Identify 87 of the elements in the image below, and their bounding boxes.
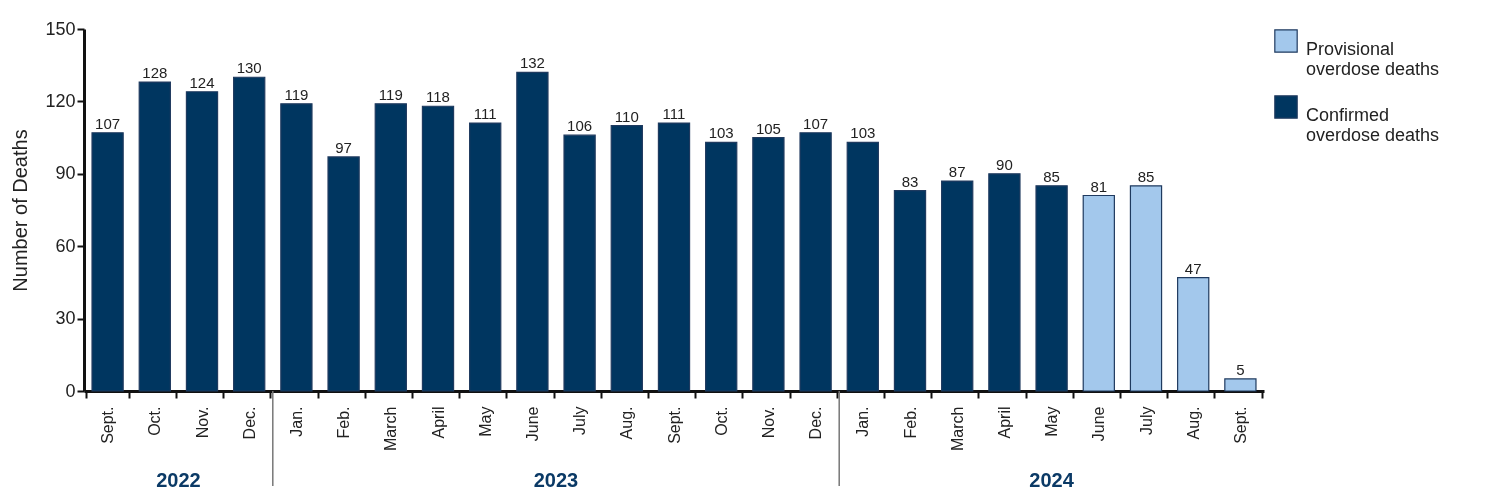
data-label: 107 bbox=[803, 114, 829, 132]
bar bbox=[138, 81, 171, 392]
bar bbox=[1224, 378, 1257, 392]
data-label: 130 bbox=[236, 59, 262, 77]
y-tick-label: 0 bbox=[65, 380, 76, 401]
y-tick-label: 120 bbox=[45, 90, 76, 111]
x-tick-label: March bbox=[382, 406, 400, 451]
data-label: 97 bbox=[335, 138, 352, 156]
bar bbox=[185, 91, 219, 392]
x-tick-label: Dec. bbox=[240, 406, 258, 440]
x-tick-label: May bbox=[476, 406, 494, 437]
x-tick-label: Nov. bbox=[193, 406, 211, 439]
bar bbox=[516, 71, 549, 392]
data-label: 111 bbox=[473, 105, 497, 123]
x-tick-label: April bbox=[995, 406, 1013, 439]
data-label: 119 bbox=[378, 85, 403, 103]
bar bbox=[705, 141, 738, 392]
data-label: 119 bbox=[284, 85, 309, 103]
data-label: 103 bbox=[850, 124, 876, 142]
x-tick-label: July bbox=[571, 406, 589, 435]
x-tick-label: Dec. bbox=[807, 406, 825, 440]
bar bbox=[893, 190, 927, 392]
x-tick-label: Feb. bbox=[335, 406, 353, 439]
x-tick-label: Nov. bbox=[759, 406, 777, 439]
data-label: 87 bbox=[948, 163, 966, 181]
data-label: 90 bbox=[996, 155, 1013, 173]
data-label: 118 bbox=[426, 88, 450, 106]
x-tick-label: March bbox=[948, 406, 966, 451]
bar bbox=[1082, 194, 1115, 392]
x-tick-label: May bbox=[1043, 406, 1061, 437]
text: 2024 bbox=[1029, 469, 1075, 488]
text: 2022 bbox=[156, 469, 201, 488]
x-tick-label: Jan. bbox=[854, 406, 872, 437]
bar bbox=[1035, 185, 1068, 392]
data-label: 106 bbox=[567, 117, 593, 135]
bar bbox=[1129, 185, 1163, 392]
bar bbox=[657, 122, 691, 392]
bar bbox=[1177, 276, 1210, 392]
x-tick-label: Aug. bbox=[618, 406, 636, 440]
legend-label: Confirmed overdose deaths bbox=[1306, 105, 1440, 145]
x-tick-label: April bbox=[429, 406, 447, 439]
y-tick-label: 30 bbox=[55, 308, 76, 329]
data-label: 47 bbox=[1184, 259, 1202, 277]
bar bbox=[374, 103, 407, 392]
bar bbox=[941, 180, 974, 392]
data-label: 124 bbox=[189, 73, 215, 91]
bar bbox=[233, 76, 266, 392]
bar bbox=[280, 103, 313, 392]
legend-label: Provisional overdose deaths bbox=[1306, 39, 1440, 79]
bar bbox=[752, 137, 785, 392]
bar bbox=[988, 173, 1021, 392]
data-label: 110 bbox=[614, 107, 639, 125]
y-tick-label: 150 bbox=[45, 18, 76, 39]
bar bbox=[563, 134, 596, 392]
x-tick-label: Oct. bbox=[712, 406, 730, 436]
x-tick-label: July bbox=[1137, 406, 1155, 435]
text: 2023 bbox=[533, 469, 579, 488]
x-tick-label: June bbox=[1090, 406, 1108, 442]
y-axis-title: Number of Deaths bbox=[9, 129, 32, 292]
data-label: 111 bbox=[662, 105, 686, 123]
data-label: 105 bbox=[755, 119, 781, 137]
bar bbox=[469, 122, 502, 392]
x-tick-label: Oct. bbox=[146, 406, 164, 436]
x-tick-label: Sept. bbox=[99, 406, 117, 444]
bar bbox=[799, 132, 832, 392]
data-label: 128 bbox=[142, 64, 168, 82]
bar bbox=[91, 132, 124, 392]
bar bbox=[327, 156, 360, 392]
data-label: 81 bbox=[1090, 177, 1108, 195]
x-tick-label: Feb. bbox=[901, 406, 919, 439]
data-label: 107 bbox=[95, 114, 121, 132]
data-label: 85 bbox=[1137, 167, 1155, 185]
y-tick-label: 90 bbox=[55, 163, 76, 184]
data-label: 83 bbox=[901, 172, 919, 190]
bar bbox=[421, 105, 455, 392]
data-label: 132 bbox=[519, 54, 545, 72]
x-tick-label: Sept. bbox=[665, 406, 683, 444]
y-tick-label: 60 bbox=[55, 235, 76, 256]
x-tick-label: Sept. bbox=[1231, 406, 1249, 444]
bar bbox=[846, 141, 879, 392]
data-label: 5 bbox=[1236, 360, 1245, 378]
x-tick-label: June bbox=[523, 406, 541, 442]
data-label: 103 bbox=[708, 124, 734, 142]
data-label: 85 bbox=[1043, 167, 1060, 185]
x-tick-label: Jan. bbox=[287, 406, 305, 437]
bar bbox=[610, 124, 643, 392]
x-tick-label: Aug. bbox=[1184, 406, 1202, 440]
